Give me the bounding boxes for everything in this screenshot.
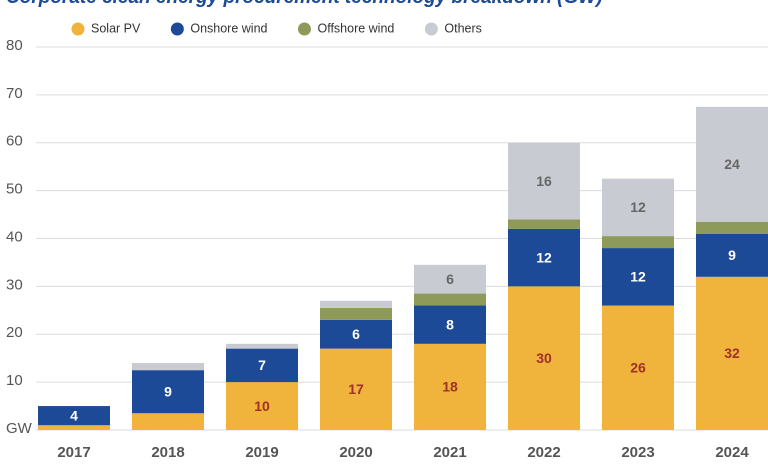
bar-segment — [602, 236, 674, 249]
x-tick-label: 2017 — [57, 444, 90, 461]
data-label: 16 — [536, 173, 552, 189]
bar-segment — [226, 343, 298, 349]
bar-segment — [320, 348, 392, 430]
bar-segment — [602, 248, 674, 306]
y-tick-label: 40 — [6, 228, 23, 245]
bar-segment — [320, 300, 392, 308]
legend-label: Offshore wind — [317, 21, 394, 35]
bar-segment — [132, 413, 204, 430]
data-label: 6 — [352, 326, 360, 342]
bar-segment — [508, 219, 580, 229]
bar-segment — [508, 286, 580, 430]
bar-segment — [696, 233, 768, 277]
bar-segment — [38, 425, 110, 430]
data-label: 9 — [164, 383, 172, 399]
bar-segment — [320, 319, 392, 349]
y-tick-label: 80 — [6, 37, 23, 54]
bar-segment — [508, 142, 580, 220]
bar-segment — [696, 221, 768, 234]
data-label: 12 — [536, 249, 552, 265]
x-tick-label: 2018 — [151, 444, 184, 461]
data-label: 12 — [630, 269, 646, 285]
bar-segment — [414, 293, 486, 306]
data-label: 26 — [630, 359, 646, 375]
x-tick-label: 2024 — [715, 444, 749, 461]
bar-segment — [508, 228, 580, 287]
legend-swatch — [297, 22, 311, 36]
legend-swatch — [424, 22, 438, 36]
y-tick-label: 70 — [6, 85, 23, 102]
bar-segment — [602, 178, 674, 237]
data-label: 24 — [724, 156, 740, 172]
data-label: 4 — [70, 407, 78, 423]
data-label: 18 — [442, 379, 458, 395]
bar-segment — [414, 343, 486, 430]
bar-segment — [696, 276, 768, 430]
y-tick-label: 50 — [6, 181, 23, 198]
legend-swatch — [170, 22, 184, 36]
data-label: 7 — [258, 357, 266, 373]
bar-segment — [696, 106, 768, 222]
bar-segment — [38, 406, 110, 426]
bar-segment — [226, 348, 298, 383]
bar-segment — [602, 305, 674, 430]
bar-segment — [226, 382, 298, 430]
x-tick-label: 2021 — [433, 444, 466, 461]
data-label: 30 — [536, 350, 552, 366]
x-tick-label: 2022 — [527, 444, 560, 461]
bar-segment — [132, 370, 204, 414]
y-tick-label: 30 — [6, 276, 23, 293]
bar-segment — [320, 307, 392, 320]
y-tick-label: 60 — [6, 133, 23, 150]
legend-swatch — [71, 22, 85, 36]
y-tick-label: GW — [6, 420, 33, 437]
data-label: 17 — [348, 381, 364, 397]
x-tick-label: 2023 — [621, 444, 654, 461]
x-tick-label: 2019 — [245, 444, 278, 461]
data-label: 12 — [630, 199, 646, 215]
legend-label: Solar PV — [91, 21, 141, 35]
data-label: 9 — [728, 247, 736, 263]
data-label: 10 — [254, 398, 270, 414]
data-label: 32 — [724, 345, 740, 361]
data-label: 6 — [446, 271, 454, 287]
bar-segment — [414, 264, 486, 294]
y-tick-label: 20 — [6, 324, 23, 341]
bar-segment — [132, 362, 204, 371]
data-label: 8 — [446, 316, 454, 332]
bar-segment — [414, 305, 486, 344]
chart-title: Corporate clean energy procurement techn… — [6, 0, 603, 8]
legend-label: Onshore wind — [190, 21, 267, 35]
legend-label: Others — [444, 21, 482, 35]
x-tick-label: 2020 — [339, 444, 372, 461]
y-tick-label: 10 — [6, 372, 23, 389]
